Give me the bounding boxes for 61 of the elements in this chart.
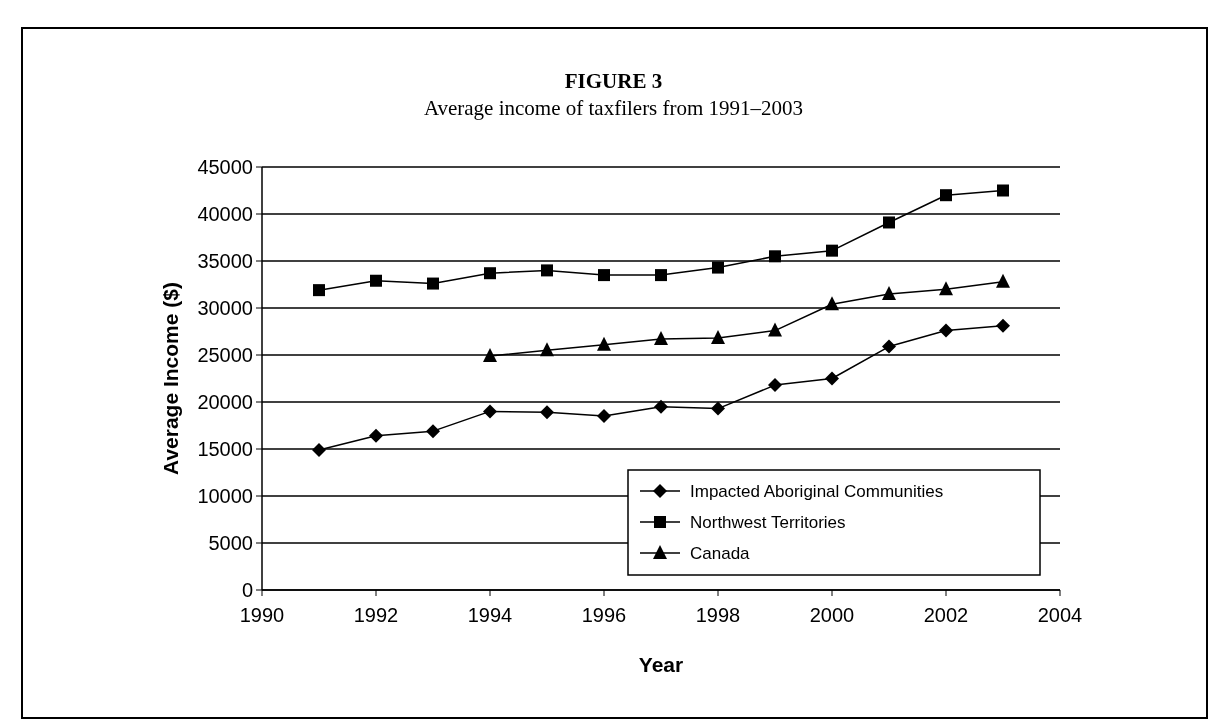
point: [597, 336, 611, 351]
y-tick-label: 0: [241, 579, 253, 601]
point: [883, 216, 895, 229]
x-tick-label: 1990: [239, 604, 285, 626]
point: [996, 318, 1010, 333]
point: [598, 269, 610, 282]
point: [996, 273, 1010, 288]
x-axis-title: Year: [638, 653, 684, 676]
y-tick-label: 40000: [197, 203, 253, 225]
point: [825, 371, 839, 386]
point: [312, 442, 326, 457]
point: [369, 428, 383, 443]
y-axis-title: Average Income ($): [159, 282, 182, 475]
point: [483, 347, 497, 362]
legend-label: Impacted Aboriginal Communities: [690, 481, 944, 501]
x-tick-label: 1998: [695, 604, 741, 626]
x-tick-label: 2000: [809, 604, 855, 626]
point: [597, 409, 611, 424]
point: [484, 267, 496, 280]
x-tick-label: 1992: [353, 604, 399, 626]
point: [768, 378, 782, 393]
point: [939, 281, 953, 296]
y-tick-label: 25000: [197, 344, 253, 366]
x-tick-label: 1996: [581, 604, 627, 626]
point: [313, 284, 325, 297]
point: [427, 277, 439, 290]
point: [541, 264, 553, 277]
point: [826, 244, 838, 257]
y-tick-label: 5000: [208, 532, 253, 554]
point: [540, 342, 554, 357]
chart-title: FIGURE 3: [564, 69, 663, 93]
y-tick-label: 15000: [197, 438, 253, 460]
point: [940, 189, 952, 202]
point: [768, 322, 782, 337]
point: [712, 261, 724, 274]
point: [711, 330, 725, 345]
x-tick-label: 1994: [467, 604, 513, 626]
point: [882, 285, 896, 300]
point: [426, 424, 440, 439]
point: [711, 401, 725, 416]
point: [654, 399, 668, 414]
point: [769, 250, 781, 263]
y-tick-label: 30000: [197, 297, 253, 319]
chart-subtitle: Average income of taxfilers from 1991–2003: [423, 96, 804, 120]
point: [654, 331, 668, 346]
point: [483, 404, 497, 419]
point: [882, 339, 896, 354]
point: [825, 296, 839, 311]
point: [370, 274, 382, 287]
x-tick-label: 2004: [1037, 604, 1083, 626]
legend-label: Northwest Territories: [690, 512, 846, 532]
y-tick-label: 10000: [197, 485, 253, 507]
y-tick-label: 35000: [197, 250, 253, 272]
point: [655, 269, 667, 282]
point: [540, 405, 554, 420]
y-tick-label: 20000: [197, 391, 253, 413]
y-tick-label: 45000: [197, 156, 253, 178]
legend-label: Canada: [690, 543, 751, 563]
point: [939, 323, 953, 338]
point: [997, 184, 1009, 197]
x-tick-label: 2002: [923, 604, 969, 626]
